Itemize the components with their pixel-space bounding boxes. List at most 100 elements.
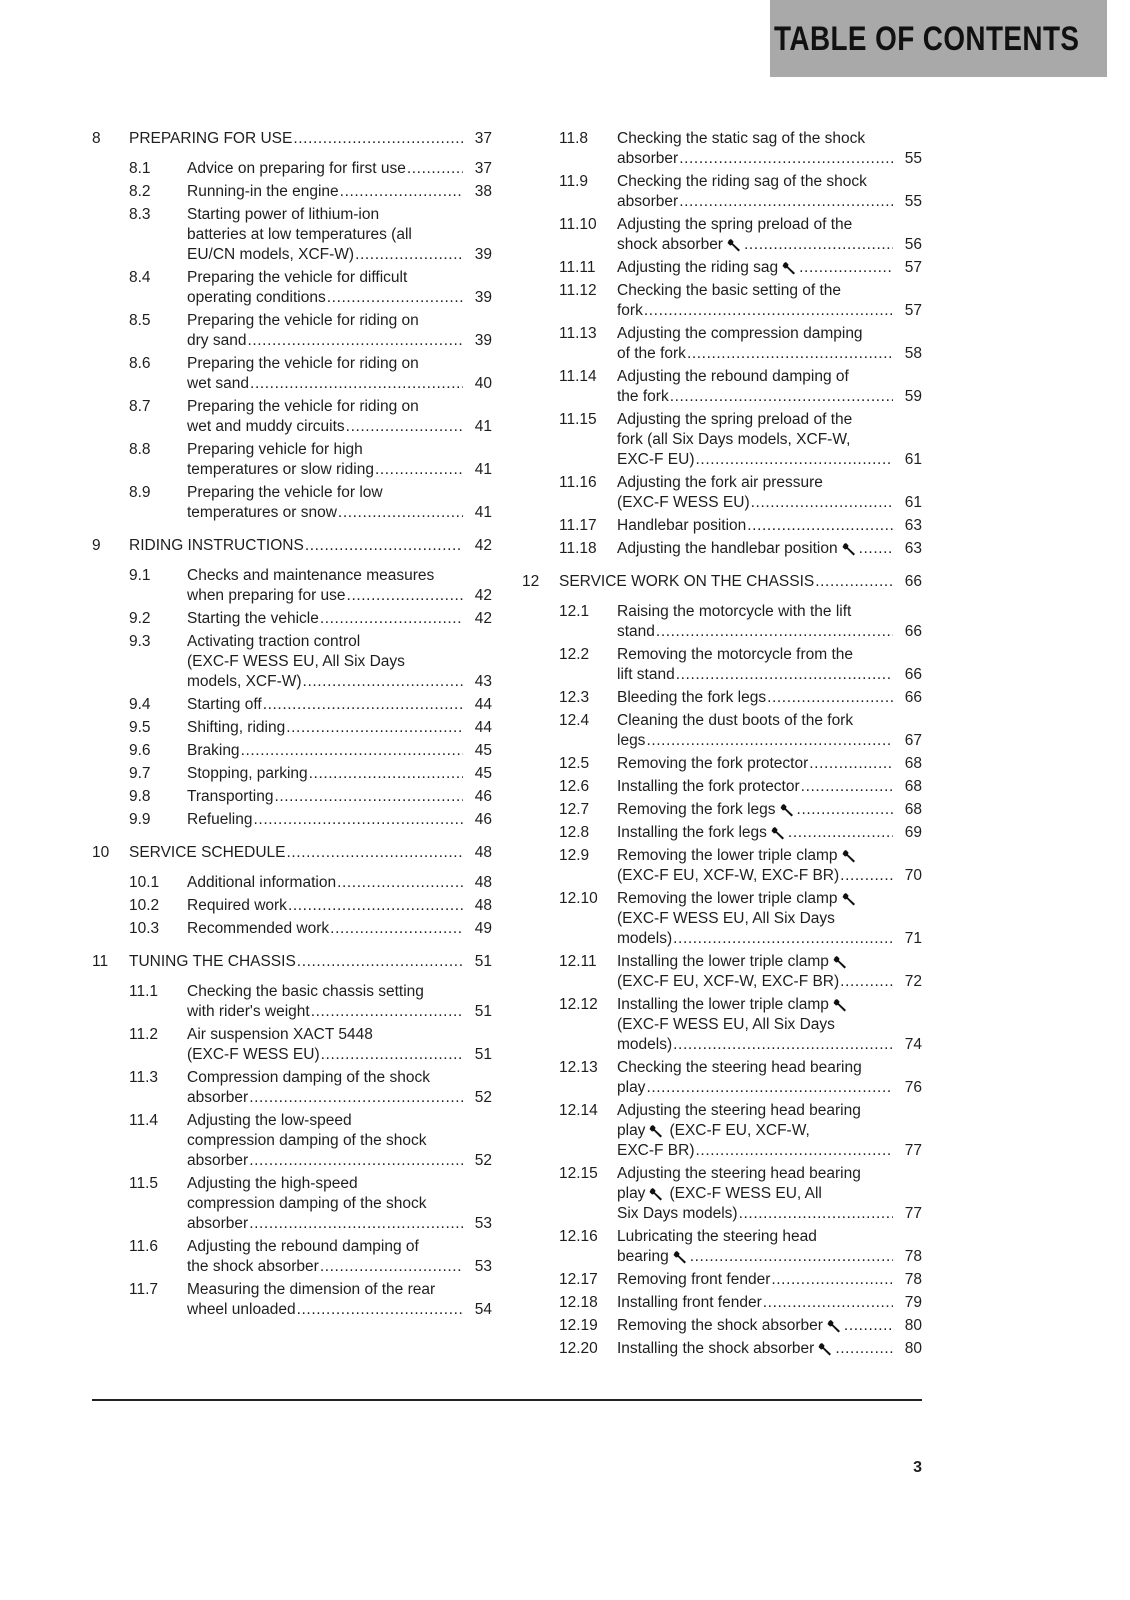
wrench-icon <box>649 1184 665 1204</box>
entry-title: Starting off 44 <box>187 695 492 715</box>
toc-entry-link[interactable]: 12.6 Installing the fork protector 68 <box>559 777 922 797</box>
toc-entry-link[interactable]: 8.8 Preparing vehicle for high temperature… <box>129 440 492 480</box>
entry-page: 79 <box>904 1294 922 1311</box>
toc-entry-link[interactable]: 11.3 Compression damping of the shock abso… <box>129 1068 492 1108</box>
entry-text: Checking the steering head bearing <box>617 1059 862 1076</box>
toc-entry-link[interactable]: 11.1 Checking the basic chassis setting wi… <box>129 982 492 1022</box>
toc-entry-link[interactable]: 12.7 Removing the fork legs 68 <box>559 800 922 820</box>
entry-title: Installing the shock absorber 80 <box>617 1339 922 1359</box>
entry-number: 8.8 <box>129 441 151 458</box>
entry-number: 10.2 <box>129 897 160 914</box>
toc-entry-link[interactable]: 10.2 Required work 48 <box>129 896 492 916</box>
toc-entry-link[interactable]: 12.14 Adjusting the steering head bearing… <box>559 1101 922 1161</box>
entry-title: Checking the static sag of the shock abso… <box>617 129 922 169</box>
entry-text: absorber <box>187 1215 249 1232</box>
toc-entry-link[interactable]: 10.1 Additional information 48 <box>129 873 492 893</box>
toc-entry-link[interactable]: 11.6 Adjusting the rebound damping of the … <box>129 1237 492 1277</box>
toc-entry-link[interactable]: 8.6 Preparing the vehicle for riding on we… <box>129 354 492 394</box>
toc-entry-link[interactable]: 8.5 Preparing the vehicle for riding on dr… <box>129 311 492 351</box>
toc-entry-link[interactable]: 11.5 Adjusting the high-speed compression … <box>129 1174 492 1234</box>
toc-entry-link[interactable]: 9.1 Checks and maintenance measures when p… <box>129 566 492 606</box>
toc-entry-link[interactable]: 12.9 Removing the lower triple clamp (EXC-… <box>559 846 922 886</box>
entry-number: 8.6 <box>129 355 151 372</box>
toc-entry-link[interactable]: 8.3 Starting power of lithium-ion batterie… <box>129 205 492 265</box>
entry-line: bearing 78 <box>617 1247 922 1267</box>
toc-entry-link[interactable]: 12.5 Removing the fork protector 68 <box>559 754 922 774</box>
toc-entry-link[interactable]: 12.8 Installing the fork legs 69 <box>559 823 922 843</box>
toc-entry-link[interactable]: 11.4 Adjusting the low-speed compression d… <box>129 1111 492 1171</box>
toc-entry-link[interactable]: 9.6 Braking 45 <box>129 741 492 761</box>
toc-entry-link[interactable]: 12.4 Cleaning the dust boots of the fork l… <box>559 711 922 751</box>
toc-entry-link[interactable]: 11.11 Adjusting the riding sag 57 <box>559 258 922 278</box>
toc-chapter-link[interactable]: 12 SERVICE WORK ON THE CHASSIS 66 <box>522 572 922 592</box>
toc-chapter-link[interactable]: 10 SERVICE SCHEDULE 48 <box>92 843 492 863</box>
dot-leader <box>690 1247 893 1267</box>
toc-entry-link[interactable]: 11.9 Checking the riding sag of the shock… <box>559 172 922 212</box>
entry-text: (EXC-F EU, XCF-W, EXC-F BR) <box>617 867 840 884</box>
entry-title: Adjusting the rebound damping of the shoc… <box>187 1237 492 1277</box>
toc-entry-link[interactable]: 12.20 Installing the shock absorber 80 <box>559 1339 922 1359</box>
entry-line: Checking the steering head bearing <box>617 1058 922 1078</box>
entry-page: 38 <box>474 183 492 200</box>
toc-entry-link[interactable]: 12.15 Adjusting the steering head bearing… <box>559 1164 922 1224</box>
dot-leader <box>330 919 463 939</box>
chapter-title: SERVICE WORK ON THE CHASSIS <box>559 573 815 590</box>
toc-entry-link[interactable]: 12.3 Bleeding the fork legs 66 <box>559 688 922 708</box>
entry-line: Removing the fork protector 68 <box>617 754 922 774</box>
toc-entry-link[interactable]: 8.4 Preparing the vehicle for difficult op… <box>129 268 492 308</box>
toc-entry-link[interactable]: 9.8 Transporting 46 <box>129 787 492 807</box>
dot-leader <box>763 1293 893 1313</box>
toc-chapter-link[interactable]: 11 TUNING THE CHASSIS 51 <box>92 952 492 972</box>
entry-line: Compression damping of the shock <box>187 1068 492 1088</box>
entry-page: 42 <box>474 610 492 627</box>
toc-entry-link[interactable]: 11.13 Adjusting the compression damping of… <box>559 324 922 364</box>
dot-leader <box>744 235 893 255</box>
toc-entry-link[interactable]: 12.13 Checking the steering head bearing p… <box>559 1058 922 1098</box>
toc-entry-link[interactable]: 9.9 Refueling 46 <box>129 810 492 830</box>
toc-entry-link[interactable]: 11.8 Checking the static sag of the shock… <box>559 129 922 169</box>
toc-entry-link[interactable]: 11.15 Adjusting the spring preload of the… <box>559 410 922 470</box>
toc-entry-link[interactable]: 11.2 Air suspension XACT 5448 (EXC-F WESS … <box>129 1025 492 1065</box>
toc-entry-link[interactable]: 11.14 Adjusting the rebound damping of the… <box>559 367 922 407</box>
toc-entry-link[interactable]: 12.16 Lubricating the steering head bearin… <box>559 1227 922 1267</box>
toc-entry-link[interactable]: 12.19 Removing the shock absorber 80 <box>559 1316 922 1336</box>
toc-entry-link[interactable]: 10.3 Recommended work 49 <box>129 919 492 939</box>
toc-entry-link[interactable]: 8.7 Preparing the vehicle for riding on we… <box>129 397 492 437</box>
entry-line: Adjusting the steering head bearing <box>617 1101 922 1121</box>
toc-entry-link[interactable]: 12.10 Removing the lower triple clamp (EXC… <box>559 889 922 949</box>
entry-line: Checking the static sag of the shock <box>617 129 922 149</box>
chapter-page: 42 <box>474 537 492 554</box>
toc-entry-link[interactable]: 11.16 Adjusting the fork air pressure (EXC… <box>559 473 922 513</box>
toc-entry-link[interactable]: 12.2 Removing the motorcycle from the lift… <box>559 645 922 685</box>
entry-title: Checking the steering head bearing play 76 <box>617 1058 922 1098</box>
toc-chapter-link[interactable]: 9 RIDING INSTRUCTIONS 42 <box>92 536 492 556</box>
toc-entry-link[interactable]: 9.4 Starting off 44 <box>129 695 492 715</box>
toc-entry-link[interactable]: 9.5 Shifting, riding 44 <box>129 718 492 738</box>
toc-entry-link[interactable]: 12.17 Removing front fender 78 <box>559 1270 922 1290</box>
toc-entry-link[interactable]: 9.2 Starting the vehicle 42 <box>129 609 492 629</box>
toc-entry-link[interactable]: 9.7 Stopping, parking 45 <box>129 764 492 784</box>
toc-entry-link[interactable]: 11.17 Handlebar position 63 <box>559 516 922 536</box>
toc-entry-link[interactable]: 12.1 Raising the motorcycle with the lift… <box>559 602 922 642</box>
dot-leader <box>687 344 893 364</box>
entry-number: 11.7 <box>129 1281 159 1298</box>
toc-entry-link[interactable]: 11.18 Adjusting the handlebar position 63 <box>559 539 922 559</box>
toc-entry-link[interactable]: 9.3 Activating traction control (EXC-F WES… <box>129 632 492 692</box>
toc-entry-link[interactable]: 12.18 Installing front fender 79 <box>559 1293 922 1313</box>
toc-entry-link[interactable]: 11.10 Adjusting the spring preload of the… <box>559 215 922 255</box>
toc-entry-link[interactable]: 8.1 Advice on preparing for first use 37 <box>129 159 492 179</box>
toc-chapter-link[interactable]: 8 PREPARING FOR USE 37 <box>92 129 492 149</box>
entry-number: 12.14 <box>559 1102 598 1119</box>
entry-page: 57 <box>904 302 922 319</box>
entry-number: 11.2 <box>129 1026 159 1043</box>
toc-entry-link[interactable]: 11.12 Checking the basic setting of the fo… <box>559 281 922 321</box>
toc-entry-link[interactable]: 8.2 Running-in the engine 38 <box>129 182 492 202</box>
entry-number: 8.5 <box>129 312 151 329</box>
entry-text: temperatures or snow <box>187 504 337 521</box>
toc-entry-link[interactable]: 12.11 Installing the lower triple clamp (E… <box>559 952 922 992</box>
toc-entry-link[interactable]: 11.7 Measuring the dimension of the rear w… <box>129 1280 492 1320</box>
entry-page: 68 <box>904 755 922 772</box>
entry-title: Shifting, riding 44 <box>187 718 492 738</box>
toc-entry-link[interactable]: 8.9 Preparing the vehicle for low temperat… <box>129 483 492 523</box>
toc-entry-link[interactable]: 12.12 Installing the lower triple clamp (E… <box>559 995 922 1055</box>
